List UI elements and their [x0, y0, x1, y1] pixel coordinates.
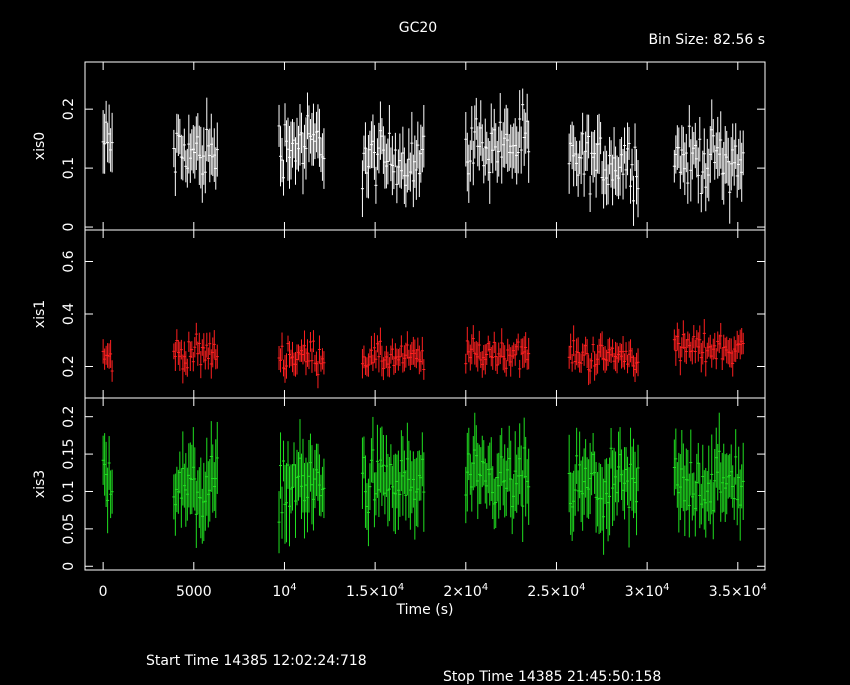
x-tick-label: 2×104	[443, 582, 488, 600]
y-tick-label: 0.4	[61, 303, 77, 325]
series-xis1	[101, 319, 745, 389]
panel-xis0: 0 0.1 0.2 xis0	[32, 61, 766, 232]
y-tick-label: 0.1	[61, 157, 77, 179]
x-axis-label: Time (s)	[396, 602, 454, 618]
y-axis-label: xis0	[32, 132, 48, 160]
start-time: Start Time 14385 12:02:24:718	[146, 653, 367, 669]
series-xis3	[101, 412, 745, 555]
footer: Start Time 14385 12:02:24:718 Stop Time …	[0, 637, 850, 685]
y-axis-label: xis1	[32, 300, 48, 328]
series-xis0	[101, 88, 745, 226]
chart-title: GC20	[399, 20, 437, 36]
x-tick-label: 2.5×104	[527, 582, 585, 600]
y-tick-label: 0.05	[61, 513, 77, 544]
y-tick-label: 0	[61, 562, 77, 571]
x-tick-label: 5000	[176, 584, 212, 600]
y-axis-label: xis3	[32, 470, 48, 498]
x-tick-label: 104	[272, 582, 296, 600]
panel-frame	[84, 397, 766, 571]
panel-xis3: 0 0.05 0.1 0.15 0.2 xis3	[32, 397, 766, 571]
x-tick-label: 3.5×104	[709, 582, 767, 600]
y-tick-label: 0.2	[61, 355, 77, 377]
bin-size-label: Bin Size: 82.56 s	[648, 32, 765, 48]
y-tick-label: 0.1	[61, 480, 77, 502]
x-tick-label: 0	[99, 584, 108, 600]
y-tick-label: 0	[61, 223, 77, 232]
y-tick-label: 0.2	[61, 98, 77, 120]
panel-xis1: 0.2 0.4 0.6 xis1	[32, 229, 766, 399]
y-tick-label: 0.2	[61, 406, 77, 428]
x-tick-label: 1.5×104	[346, 582, 404, 600]
panel-frame	[84, 61, 766, 231]
stop-time: Stop Time 14385 21:45:50:158	[443, 669, 662, 685]
y-tick-label: 0.15	[61, 439, 77, 470]
x-tick-label: 3×104	[625, 582, 670, 600]
y-tick-label: 0.6	[61, 250, 77, 272]
